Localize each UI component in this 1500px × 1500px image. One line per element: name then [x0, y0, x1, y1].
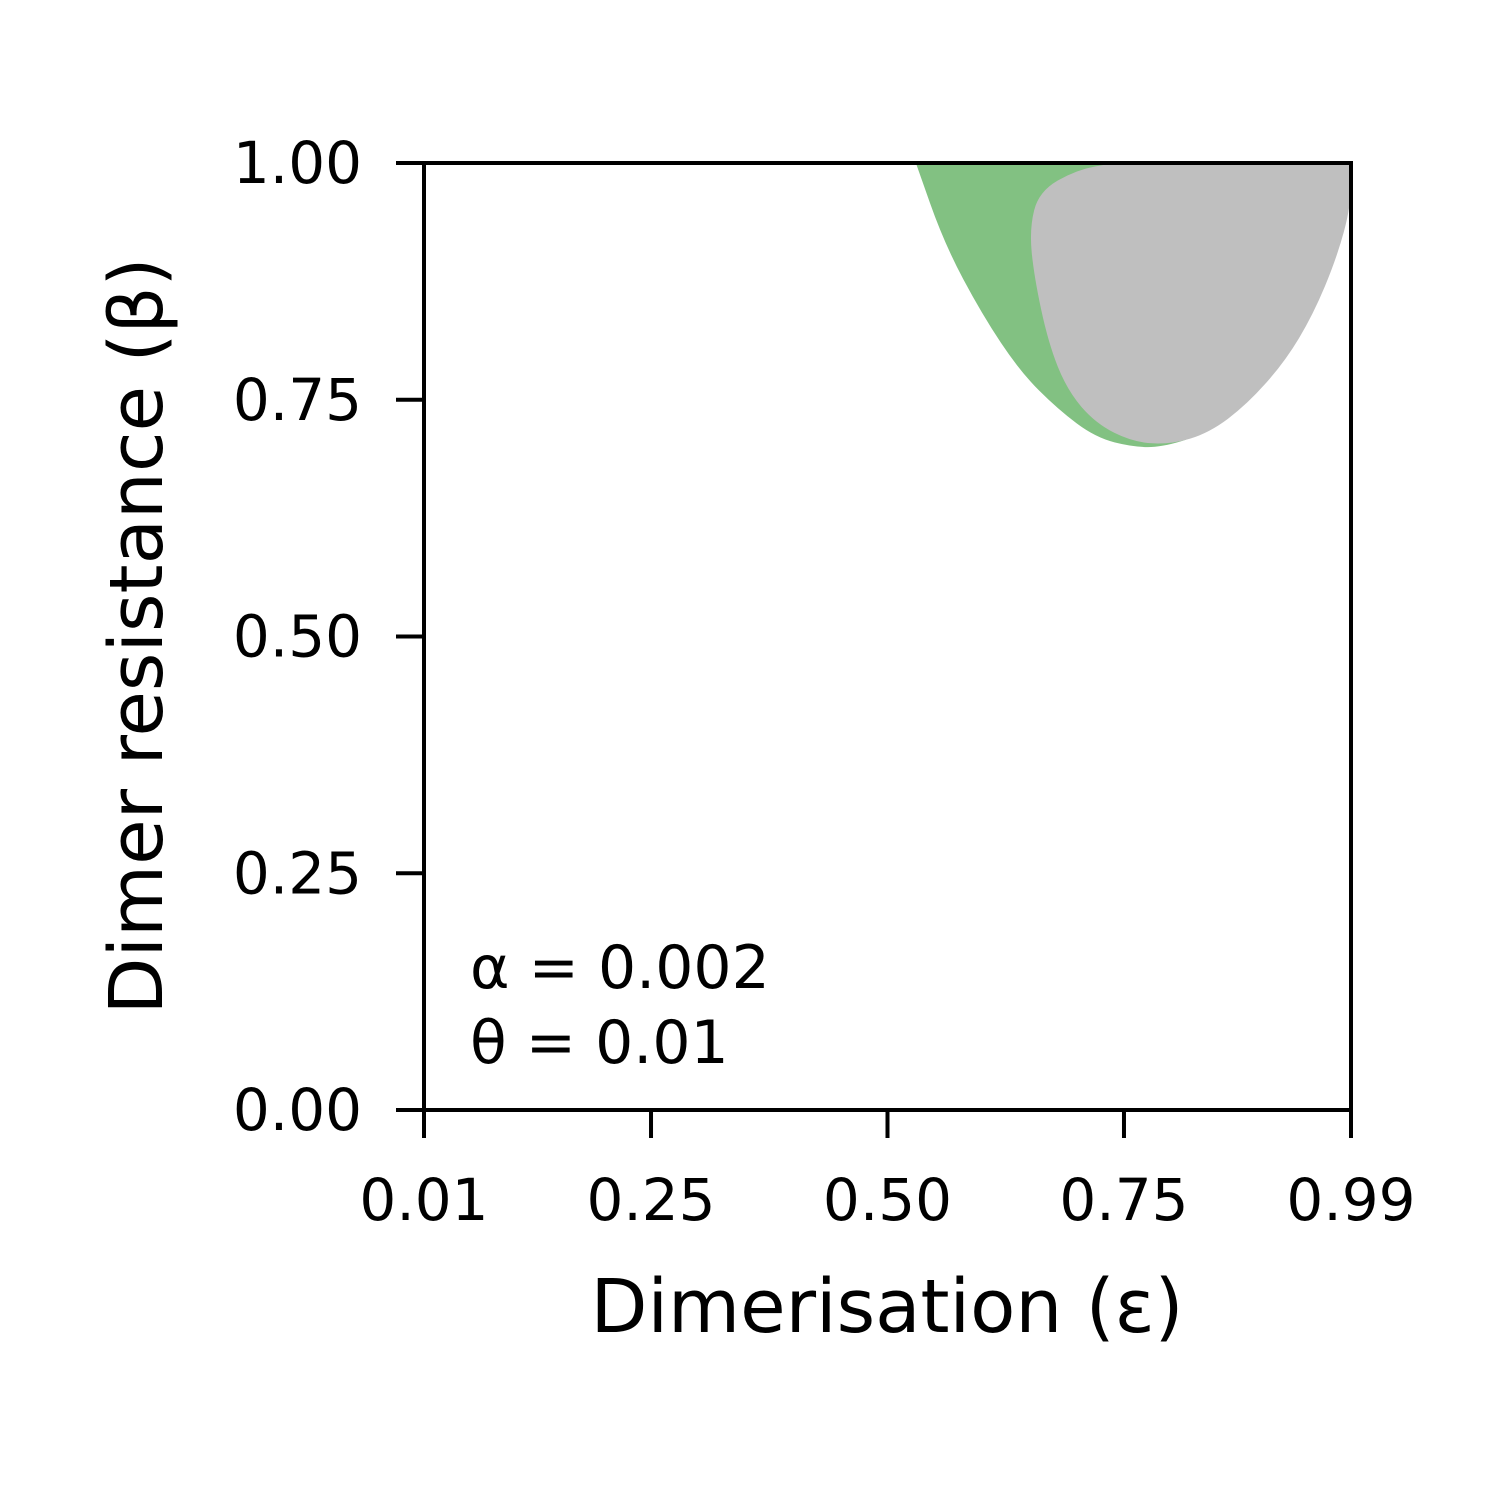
x-axis-ticks: 0.01 0.25 0.50 0.75 0.99	[359, 1110, 1416, 1234]
y-axis-ticks: 0.00 0.25 0.50 0.75 1.00	[233, 129, 424, 1144]
annotation-alpha: α = 0.002	[470, 933, 770, 1003]
x-axis-title: Dimerisation (ε)	[590, 1264, 1183, 1350]
y-tick-label: 1.00	[233, 129, 362, 197]
y-tick-label: 0.25	[233, 839, 362, 907]
y-tick-label: 0.75	[233, 366, 362, 434]
y-tick-label: 0.00	[233, 1076, 362, 1144]
y-tick-label: 0.50	[233, 603, 362, 671]
x-tick-label: 0.01	[359, 1166, 488, 1234]
x-tick-label: 0.75	[1059, 1166, 1188, 1234]
x-tick-label: 0.25	[586, 1166, 715, 1234]
x-tick-label: 0.50	[823, 1166, 952, 1234]
regions	[915, 163, 1351, 448]
region-gray	[1030, 163, 1351, 444]
y-axis-title: Dimer resistance (β)	[94, 257, 180, 1014]
x-tick-label: 0.99	[1286, 1166, 1415, 1234]
annotation-theta: θ = 0.01	[470, 1008, 729, 1078]
